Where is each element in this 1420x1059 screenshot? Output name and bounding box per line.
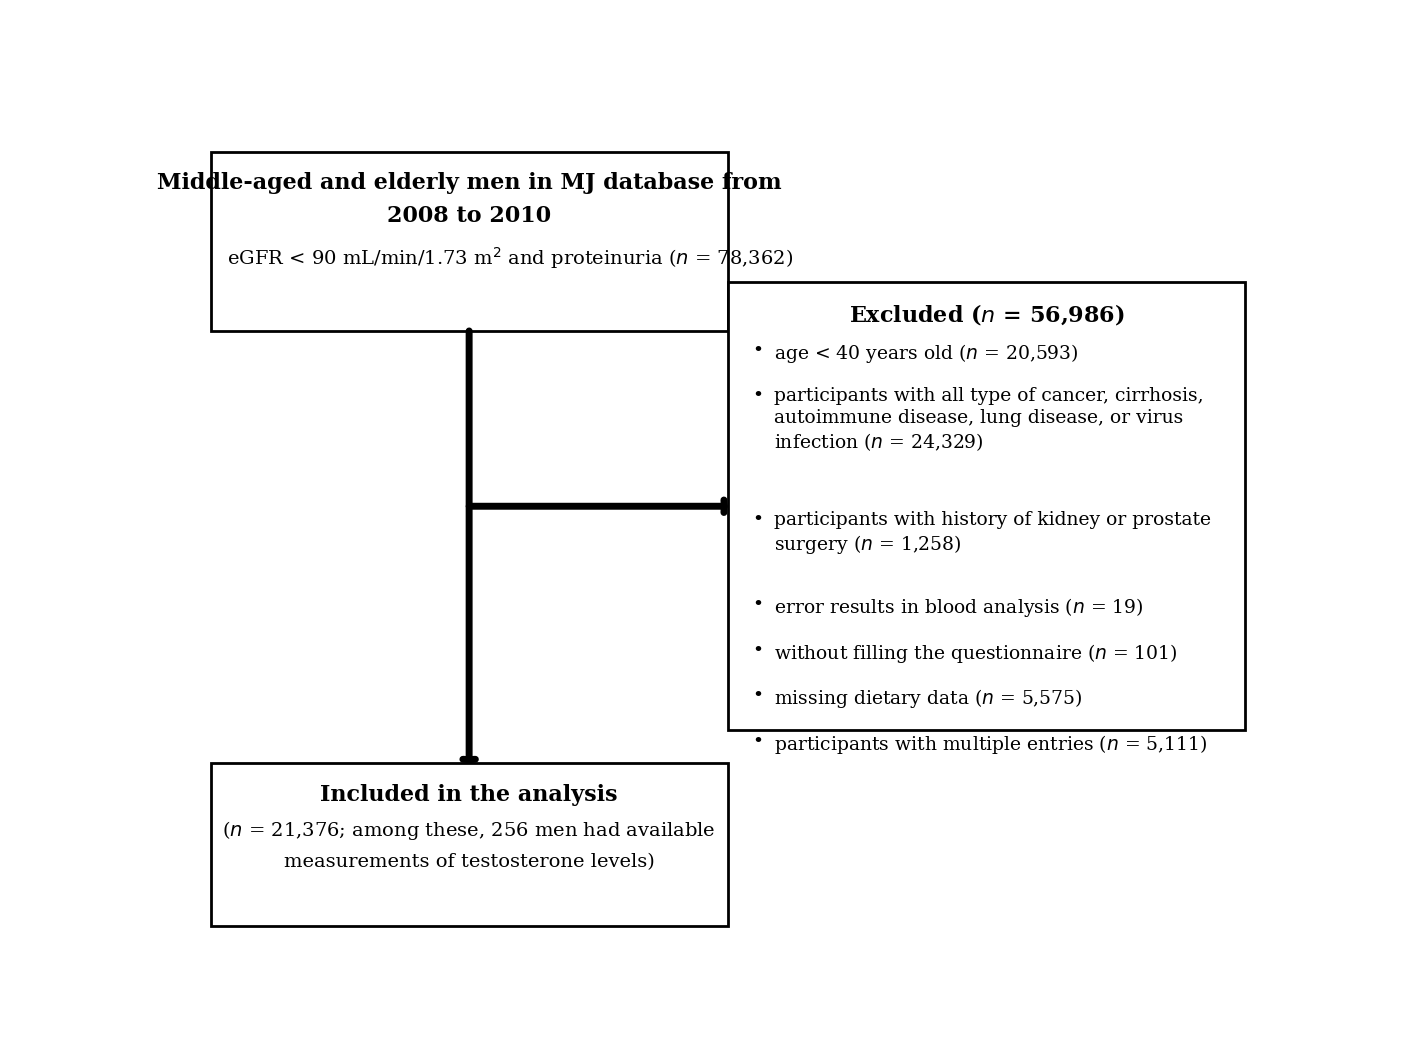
- Text: ($\it{n}$ = 21,376; among these, 256 men had available: ($\it{n}$ = 21,376; among these, 256 men…: [223, 819, 716, 842]
- Text: participants with all type of cancer, cirrhosis,
autoimmune disease, lung diseas: participants with all type of cancer, ci…: [774, 388, 1204, 453]
- Text: •: •: [753, 733, 763, 751]
- Text: •: •: [753, 687, 763, 705]
- Text: measurements of testosterone levels): measurements of testosterone levels): [284, 852, 655, 870]
- Text: error results in blood analysis ($\it{n}$ = 19): error results in blood analysis ($\it{n}…: [774, 596, 1143, 618]
- Text: missing dietary data ($\it{n}$ = 5,575): missing dietary data ($\it{n}$ = 5,575): [774, 687, 1082, 711]
- Text: Included in the analysis: Included in the analysis: [321, 784, 618, 806]
- Text: •: •: [753, 642, 763, 660]
- Text: •: •: [753, 388, 763, 406]
- FancyBboxPatch shape: [728, 282, 1245, 731]
- Text: age < 40 years old ($\it{n}$ = 20,593): age < 40 years old ($\it{n}$ = 20,593): [774, 342, 1078, 364]
- FancyBboxPatch shape: [210, 151, 728, 330]
- FancyBboxPatch shape: [210, 764, 728, 927]
- Text: •: •: [753, 596, 763, 614]
- Text: •: •: [753, 511, 763, 530]
- Text: Excluded ($\mathbf{\it{n}}$ = 56,986): Excluded ($\mathbf{\it{n}}$ = 56,986): [849, 303, 1125, 327]
- Text: participants with history of kidney or prostate
surgery ($\it{n}$ = 1,258): participants with history of kidney or p…: [774, 511, 1211, 556]
- Text: Middle-aged and elderly men in MJ database from: Middle-aged and elderly men in MJ databa…: [156, 172, 781, 194]
- Text: without filling the questionnaire ($\it{n}$ = 101): without filling the questionnaire ($\it{…: [774, 642, 1177, 665]
- Text: 2008 to 2010: 2008 to 2010: [388, 204, 551, 227]
- Text: participants with multiple entries ($\it{n}$ = 5,111): participants with multiple entries ($\it…: [774, 733, 1207, 756]
- Text: eGFR < 90 mL/min/1.73 m$^{2}$ and proteinuria ($\it{n}$ = 78,362): eGFR < 90 mL/min/1.73 m$^{2}$ and protei…: [227, 246, 794, 271]
- Text: •: •: [753, 342, 763, 360]
